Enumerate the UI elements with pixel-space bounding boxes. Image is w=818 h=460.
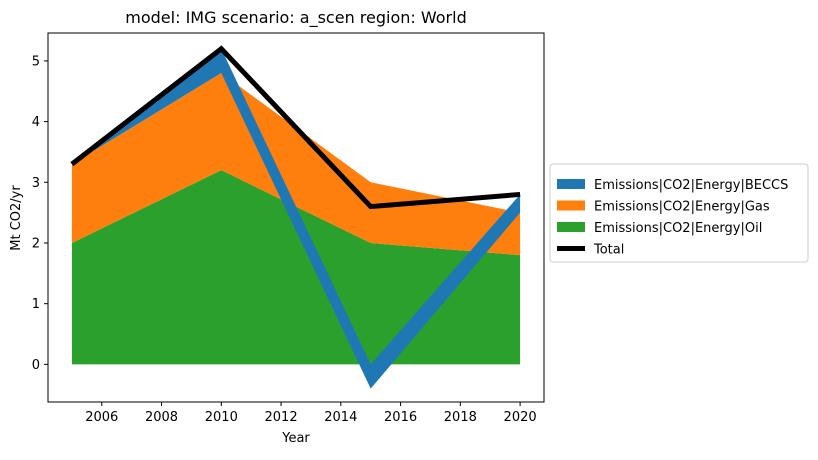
x-tick-label: 2014 [324, 410, 357, 425]
total-line [70, 45, 521, 210]
y-tick-label: 4 [32, 115, 40, 130]
legend-swatch-emissions-co2-energy-beccs [557, 179, 585, 189]
y-tick-label: 5 [32, 54, 40, 69]
area-emissions-co2-energy-beccs [71, 48, 521, 389]
chart-title: model: IMG scenario: a_scen region: Worl… [125, 8, 466, 28]
legend-label: Emissions|CO2|Energy|BECCS [594, 178, 788, 193]
y-tick-label: 2 [32, 236, 40, 251]
y-ticks: 0 1 2 3 4 5 [32, 54, 48, 373]
x-tick-label: 2016 [384, 410, 417, 425]
areas-layer [71, 48, 521, 389]
y-tick-label: 0 [32, 358, 40, 373]
legend-label: Total [593, 243, 624, 258]
legend: Emissions|CO2|Energy|BECCS Emissions|CO2|… [549, 163, 809, 263]
legend-frame [549, 163, 809, 263]
area-emissions-co2-energy-gas [71, 73, 521, 256]
y-axis-label: Mt CO2/yr [9, 185, 24, 251]
x-tick-label: 2020 [504, 410, 537, 425]
x-ticks: 2006 2008 2010 2012 2014 2016 2018 2020 [85, 402, 537, 425]
legend-label: Emissions|CO2|Energy|Oil [594, 221, 762, 236]
y-tick-label: 3 [32, 176, 40, 191]
legend-swatch-emissions-co2-energy-gas [557, 200, 585, 211]
legend-label: Emissions|CO2|Energy|Gas [594, 200, 770, 215]
x-tick-label: 2008 [145, 410, 178, 425]
x-tick-label: 2018 [444, 410, 477, 425]
plot-frame [47, 32, 545, 403]
x-axis-label: Year [281, 431, 310, 446]
x-tick-label: 2010 [205, 410, 238, 425]
x-tick-label: 2012 [265, 410, 298, 425]
total-layer [70, 45, 521, 210]
x-tick-label: 2006 [85, 410, 118, 425]
y-tick-label: 1 [32, 297, 40, 312]
legend-items: Emissions|CO2|Energy|BECCS Emissions|CO2|… [557, 178, 788, 258]
legend-swatch-emissions-co2-energy-oil [557, 222, 585, 232]
area-emissions-co2-energy-oil [71, 170, 521, 365]
